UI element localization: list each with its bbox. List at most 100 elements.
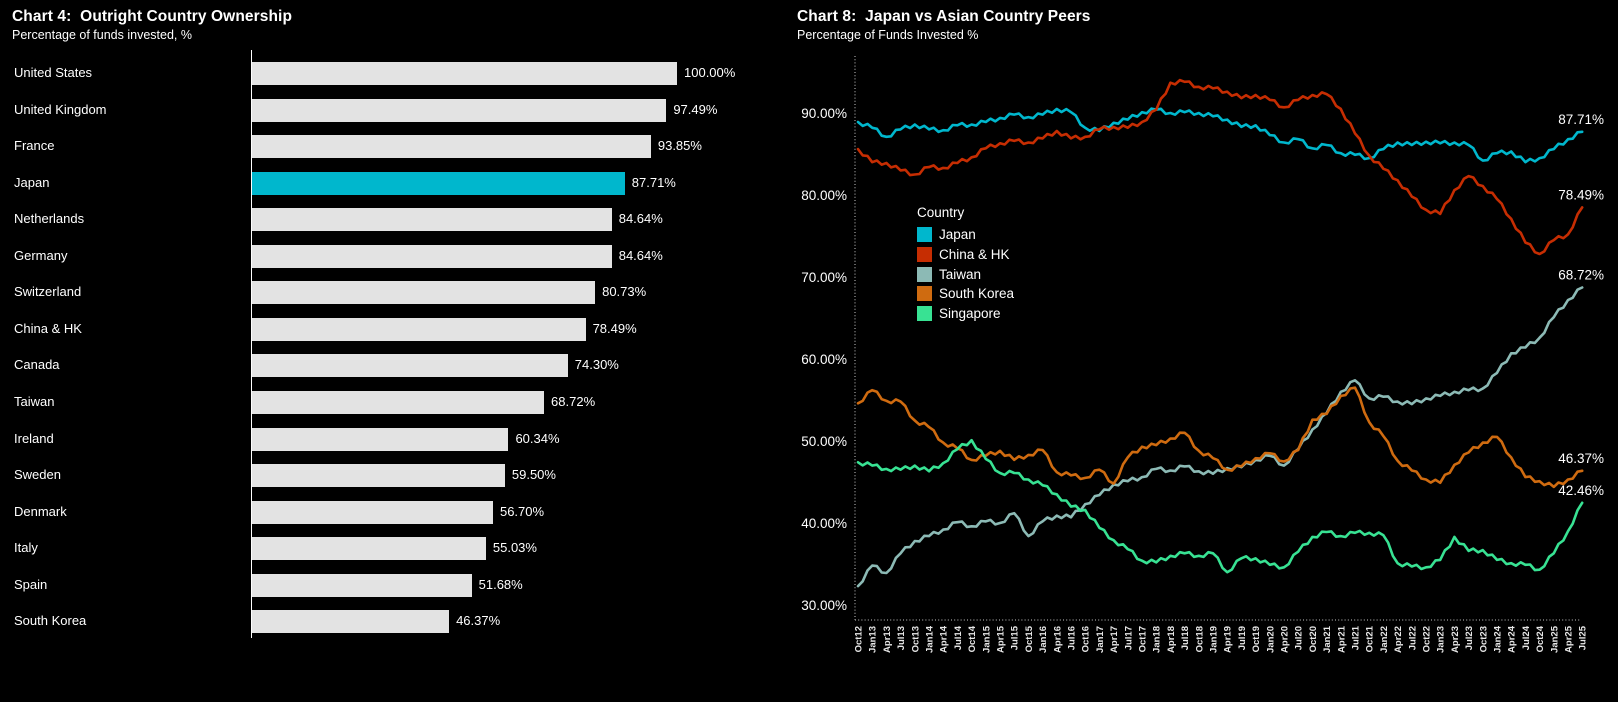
x-tick-label-apr14: Apr14 [939, 625, 950, 653]
legend-label-singapore: Singapore [939, 306, 1001, 322]
x-tick-label-jan14: Jan14 [925, 625, 936, 653]
x-tick-label-oct22: Oct22 [1422, 626, 1433, 652]
legend-item-china-hk: China & HK [917, 245, 1014, 265]
bar-ireland [252, 427, 509, 451]
bar-value-label-ireland: 60.34% [515, 430, 560, 446]
x-tick-label-jan21: Jan21 [1322, 625, 1333, 653]
x-tick-label-apr21: Apr21 [1336, 625, 1347, 653]
legend-label-china-hk: China & HK [939, 247, 1010, 263]
bar-germany [252, 244, 612, 268]
bar-value-label-taiwan: 68.72% [551, 393, 596, 409]
bar-value-label-spain: 51.68% [478, 576, 523, 592]
x-tick-label-oct12: Oct12 [854, 626, 865, 652]
x-tick-label-jul18: Jul18 [1180, 626, 1191, 650]
x-tick-label-jul25: Jul25 [1578, 625, 1589, 650]
bar-category-label-netherlands: Netherlands [14, 211, 85, 227]
y-tick-label-60: 60.00% [801, 352, 847, 367]
bar-italy [252, 537, 486, 561]
chart8-subtitle: Percentage of Funds Invested % [797, 28, 979, 42]
bar-denmark [252, 500, 493, 524]
x-tick-label-apr17: Apr17 [1109, 626, 1120, 653]
chart8-plot: 90.00% 80.00% 70.00% 60.00% 50.00% 40.00% 30.0… [801, 56, 1604, 653]
x-tick-label-apr20: Apr20 [1280, 626, 1291, 653]
bar-taiwan [252, 390, 545, 414]
bar-switzerland [252, 281, 596, 305]
x-tick-label-jul19: Jul19 [1237, 626, 1248, 650]
bar-value-label-italy: 55.03% [492, 540, 537, 556]
legend-item-singapore: Singapore [917, 304, 1014, 324]
x-tick-label-jul21: Jul21 [1351, 625, 1362, 650]
chart4-panel: Chart 4: Outright Country Ownership Perc… [0, 0, 790, 702]
bar-value-label-denmark: 56.70% [499, 503, 545, 519]
x-tick-label-apr25: Apr25 [1564, 625, 1575, 653]
legend-item-taiwan: Taiwan [917, 264, 1014, 284]
y-tick-label-80: 80.00% [801, 188, 847, 203]
bar-value-label-south-korea: 46.37% [456, 613, 501, 629]
legend-swatch-singapore [917, 306, 932, 322]
chart4-y-axis-line [251, 50, 252, 638]
x-tick-label-jan19: Jan19 [1209, 626, 1220, 653]
series-end-label-south-korea: 46.37% [1558, 451, 1604, 466]
bar-netherlands [252, 208, 612, 232]
x-tick-label-jan24: Jan24 [1493, 625, 1504, 653]
bar-category-label-germany: Germany [14, 247, 68, 263]
y-tick-label-30: 30.00% [801, 598, 847, 613]
bar-category-label-italy: Italy [14, 540, 38, 556]
bar-category-label-china-hk: China & HK [14, 320, 82, 336]
bar-value-label-united-kingdom: 97.49% [673, 101, 718, 117]
bar-category-label-taiwan: Taiwan [14, 393, 55, 409]
x-tick-label-oct23: Oct23 [1478, 626, 1489, 652]
x-tick-label-jul16: Jul16 [1067, 626, 1078, 650]
legend-swatch-china-hk [917, 247, 932, 263]
bar-value-label-france: 93.85% [657, 138, 702, 154]
bar-sweden [252, 464, 505, 488]
series-end-label-china-hk: 78.49% [1558, 187, 1604, 202]
x-tick-label-oct17: Oct17 [1138, 626, 1149, 652]
x-tick-label-jan18: Jan18 [1152, 626, 1163, 653]
x-tick-label-jul20: Jul20 [1294, 626, 1305, 650]
y-tick-label-40: 40.00% [801, 516, 847, 531]
x-tick-label-apr23: Apr23 [1450, 626, 1461, 653]
x-tick-label-jul13: Jul13 [896, 626, 907, 650]
series-line-taiwan [856, 286, 1584, 588]
bar-value-label-japan: 87.71% [631, 174, 676, 190]
x-tick-label-apr15: Apr15 [996, 625, 1007, 653]
series-end-label-taiwan: 68.72% [1558, 267, 1604, 282]
bar-category-label-denmark: Denmark [14, 503, 67, 519]
bar-category-label-united-kingdom: United Kingdom [14, 101, 107, 117]
bar-value-label-germany: 84.64% [618, 247, 663, 263]
bar-value-label-united-states: 100.00% [684, 65, 736, 80]
x-tick-label-apr19: Apr19 [1223, 626, 1234, 653]
series-line-south-korea [856, 386, 1584, 489]
x-tick-label-jan15: Jan15 [981, 625, 992, 653]
x-tick-label-jul14: Jul14 [953, 625, 964, 650]
y-tick-label-70: 70.00% [801, 270, 847, 285]
x-tick-label-jul24: Jul24 [1521, 625, 1532, 650]
x-tick-label-apr18: Apr18 [1166, 626, 1177, 653]
bar-south-korea [252, 610, 450, 634]
legend-swatch-japan [917, 227, 932, 243]
x-tick-label-oct15: Oct15 [1024, 625, 1035, 652]
chart4-plot: United States 100.00% United Kingdom 97.49%… [0, 0, 790, 702]
chart4-title: Chart 4: Outright Country Ownership [12, 8, 293, 25]
x-tick-label-jul22: Jul22 [1407, 626, 1418, 650]
bar-category-label-ireland: Ireland [14, 430, 54, 446]
chart8-title: Chart 8: Japan vs Asian Country Peers [797, 8, 1091, 25]
bar-category-label-france: France [14, 138, 55, 154]
series-line-singapore [856, 438, 1584, 574]
x-tick-label-oct24: Oct24 [1535, 625, 1546, 652]
bar-category-label-united-states: United States [14, 65, 93, 80]
bar-canada [252, 354, 568, 378]
x-tick-label-jul17: Jul17 [1123, 626, 1134, 650]
bar-value-label-switzerland: 80.73% [602, 284, 647, 300]
bar-value-label-sweden: 59.50% [511, 467, 556, 483]
chart8-legend-items: Japan China & HK Taiwan South Korea Singapor… [917, 225, 1014, 323]
bar-japan [252, 171, 625, 195]
legend-label-south-korea: South Korea [939, 286, 1015, 302]
y-tick-label-90: 90.00% [801, 106, 847, 121]
x-tick-label-oct18: Oct18 [1194, 626, 1205, 652]
legend-swatch-south-korea [917, 286, 932, 302]
bar-united-states [252, 62, 677, 85]
bar-category-label-sweden: Sweden [14, 467, 61, 483]
chart8-panel: Chart 8: Japan vs Asian Country Peers Pe… [790, 0, 1618, 702]
